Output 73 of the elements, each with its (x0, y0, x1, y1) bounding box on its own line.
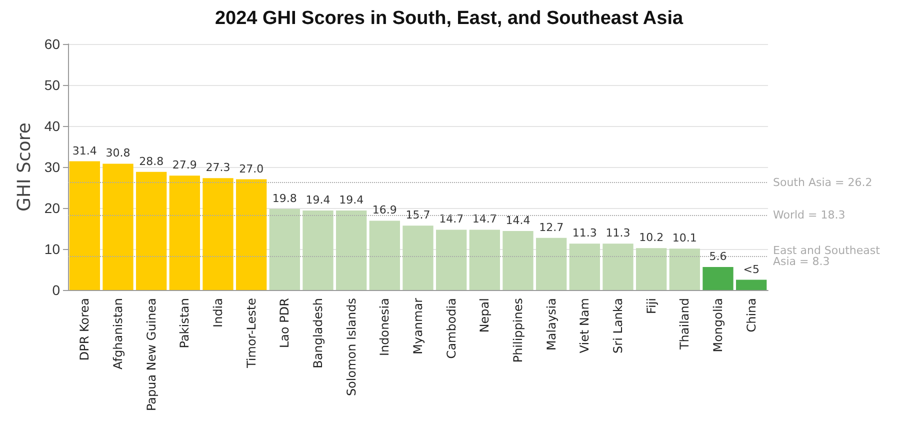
bar (369, 220, 400, 290)
bar (736, 280, 767, 290)
bar (102, 164, 134, 290)
ref-line-label: East and Southeast Asia = 8.3 (773, 244, 884, 268)
bar (702, 267, 734, 290)
data-label: 14.4 (506, 214, 530, 227)
x-tick-label: Mongolia (711, 298, 725, 352)
x-tick-label: Afghanistan (111, 298, 125, 370)
x-tick-label: Sri Lanka (611, 298, 625, 354)
bar (336, 210, 367, 290)
data-label: 10.2 (639, 231, 664, 244)
data-label: 27.0 (239, 162, 264, 176)
x-tick-label: Thailand (678, 298, 692, 351)
x-tick-label: Viet Nam (578, 298, 592, 354)
bar (269, 208, 300, 290)
x-tick-label: Fiji (644, 298, 658, 314)
y-tick-label: 20 (44, 200, 60, 216)
y-tick-label: 50 (44, 77, 60, 93)
x-tick-label: Bangladesh (311, 298, 325, 368)
x-tick-label: Nepal (478, 298, 492, 333)
x-tick-label: Philippines (511, 298, 525, 363)
x-tick-label: Indonesia (378, 298, 392, 356)
bar (469, 230, 500, 290)
ref-line-label: World = 18.3 (773, 208, 846, 222)
x-tick-label: Pakistan (178, 298, 192, 348)
data-label: 27.9 (172, 158, 197, 172)
data-label: 5.6 (709, 250, 727, 264)
bar (569, 244, 600, 290)
x-tick-label: Lao PDR (278, 298, 292, 348)
y-tick-label: 40 (44, 118, 60, 134)
bar (236, 179, 267, 290)
y-tick-label: 10 (44, 241, 60, 257)
y-tick-label: 0 (52, 282, 60, 298)
data-label: 19.4 (306, 193, 330, 206)
data-label: 11.3 (606, 226, 630, 240)
chart-title: 2024 GHI Scores in South, East, and Southeast Asia (214, 8, 684, 29)
ref-line-label: South Asia = 26.2 (773, 176, 872, 190)
bar (402, 226, 434, 290)
bar (669, 248, 700, 290)
x-tick-label: Malaysia (544, 298, 558, 350)
data-label: 16.9 (372, 204, 397, 217)
bar (302, 210, 334, 290)
data-label: 31.4 (72, 144, 97, 158)
data-label: 19.4 (339, 193, 364, 206)
bar (69, 161, 100, 290)
bar (602, 244, 634, 290)
x-tick-label: India (211, 298, 225, 328)
x-tick-label: Solomon Islands (344, 298, 358, 396)
bar (136, 172, 167, 290)
data-label: 15.7 (406, 208, 430, 222)
data-label: 12.7 (539, 220, 564, 234)
data-label: <5 (743, 262, 760, 276)
x-tick-label: Myanmar (411, 298, 425, 354)
bar (502, 230, 534, 290)
y-tick-label: 60 (44, 36, 60, 52)
data-label: 28.8 (139, 154, 164, 168)
x-tick-label: Timor-Leste (244, 298, 258, 370)
x-tick-label: China (744, 298, 758, 332)
data-label: 19.8 (272, 192, 297, 205)
bar (536, 238, 567, 290)
bar (202, 178, 234, 290)
x-tick-label: Cambodia (444, 298, 458, 359)
x-tick-label: DPR Korea (78, 298, 92, 361)
data-label: 27.3 (206, 161, 230, 174)
y-axis-title: GHI Score (14, 122, 36, 212)
data-label: 30.8 (106, 146, 130, 160)
bar (169, 176, 200, 290)
x-tick-label: Papua New Guinea (144, 298, 158, 412)
data-label: 10.1 (672, 232, 697, 245)
bar (436, 230, 467, 290)
data-label: 11.3 (572, 226, 597, 240)
y-tick-label: 30 (44, 159, 60, 175)
bar (636, 248, 667, 290)
